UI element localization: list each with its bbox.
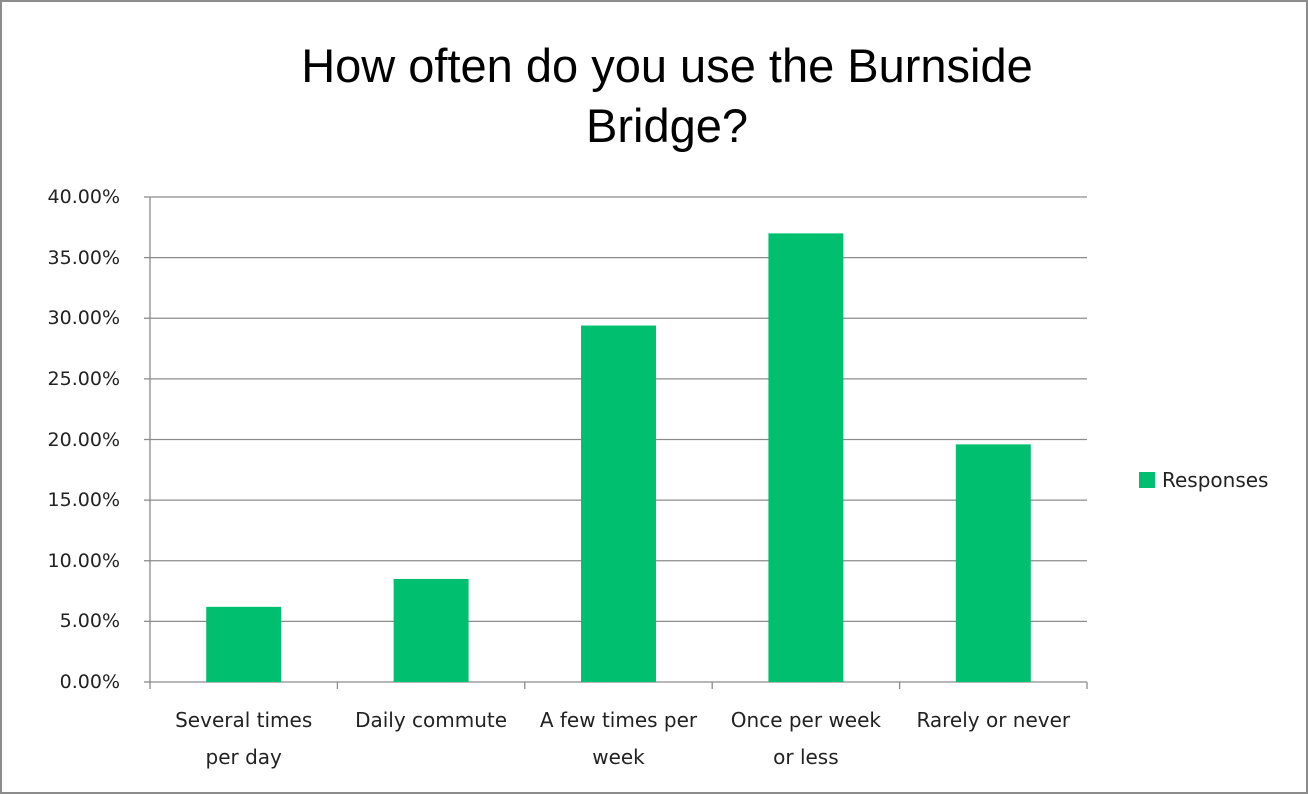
bar xyxy=(768,233,844,682)
bar xyxy=(581,325,656,682)
y-tick-label: 30.00% xyxy=(47,307,120,330)
x-tick-label: Once per week or less xyxy=(730,708,881,769)
legend-swatch xyxy=(1139,472,1155,488)
y-tick-label: 25.00% xyxy=(47,367,120,390)
y-tick-label: 0.00% xyxy=(59,671,120,693)
x-tick-label: A few times per week xyxy=(539,708,698,769)
y-tick-label: 40.00% xyxy=(47,186,120,208)
y-tick-label: 20.00% xyxy=(47,428,120,451)
x-tick-label: Rarely or never xyxy=(916,708,1071,732)
bar xyxy=(393,578,469,682)
bar xyxy=(206,606,282,682)
chart-title: How often do you use the Burnside Bridge… xyxy=(301,39,1033,152)
bar xyxy=(955,444,1031,682)
legend-label: Responses xyxy=(1162,468,1269,492)
y-tick-label: 5.00% xyxy=(59,610,120,633)
y-tick-label: 15.00% xyxy=(47,489,120,512)
x-tick-label: Several times per day xyxy=(175,708,313,769)
y-tick-label: 35.00% xyxy=(47,246,120,269)
x-tick-label: Daily commute xyxy=(355,708,508,732)
y-tick-label: 10.00% xyxy=(47,549,120,572)
